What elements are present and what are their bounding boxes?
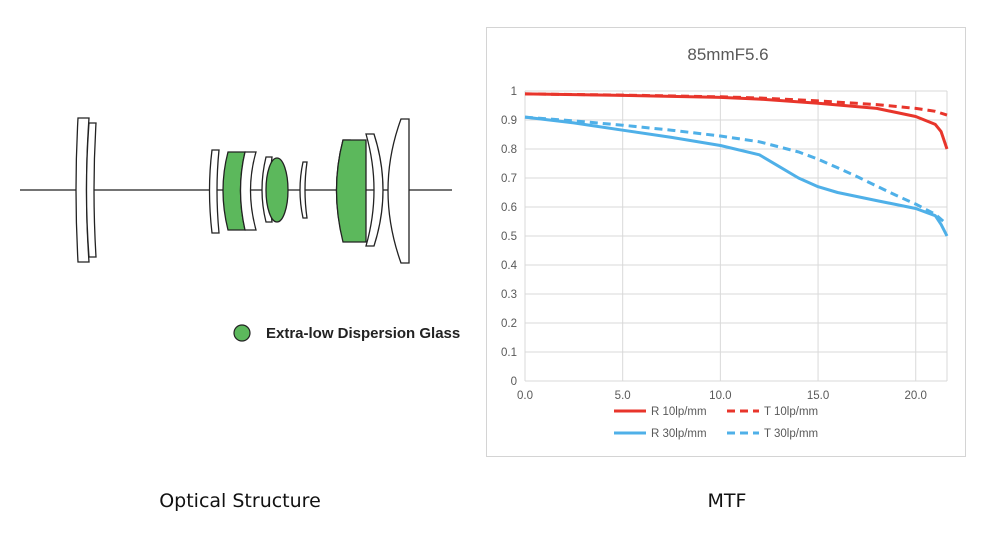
lens-element-2: [85, 122, 97, 258]
y-tick-label: 0.5: [501, 231, 517, 243]
y-tick-label: 0: [511, 376, 517, 388]
lens-element-7-ed: [265, 157, 289, 223]
lens-element-5: [239, 151, 257, 231]
legend-label: R 30lp/mm: [651, 428, 707, 440]
lens-element-8: [299, 161, 308, 219]
y-tick-label: 0.9: [501, 115, 517, 127]
series-line-t-10lp-mm: [524, 92, 948, 117]
series-line-r-10lp-mm: [524, 92, 949, 150]
series-line-r-30lp-mm: [524, 115, 949, 237]
optical-structure-diagram: Extra-low Dispersion Glass: [20, 117, 460, 342]
series-line-t-30lp-mm: [524, 115, 948, 226]
y-tick-label: 0.3: [501, 289, 517, 301]
lens-element-10-ed: [335, 139, 367, 243]
lens-element-3: [208, 149, 220, 234]
optical-structure-caption: Optical Structure: [159, 490, 321, 512]
y-tick-label: 0.6: [501, 202, 517, 214]
lens-element-12: [387, 118, 410, 264]
legend-label: R 10lp/mm: [651, 406, 707, 418]
legend-label: T 30lp/mm: [764, 428, 818, 440]
legend-label: T 10lp/mm: [764, 406, 818, 418]
y-tick-label: 1: [511, 86, 517, 98]
y-tick-label: 0.2: [501, 318, 517, 330]
y-tick-label: 0.7: [501, 173, 517, 185]
y-tick-label: 0.8: [501, 144, 517, 156]
mtf-caption: MTF: [707, 490, 747, 512]
mtf-chart-panel: 85mmF5.6 0 0.1 0.2 0.3 0.4 0.5 0.6 0.7 0.8 0.9 1 0.…: [486, 27, 966, 457]
x-tick-label: 15.0: [807, 390, 829, 402]
mtf-chart: 85mmF5.6 00.10.20.30.40.50.60.70.80.910.…: [501, 45, 949, 440]
x-tick-label: 0.0: [517, 390, 533, 402]
x-tick-label: 10.0: [709, 390, 731, 402]
y-tick-label: 0.1: [501, 347, 517, 359]
y-tick-label: 0.4: [501, 260, 518, 272]
ed-legend-marker: [233, 324, 251, 342]
ed-legend-label: Extra-low Dispersion Glass: [266, 325, 460, 342]
chart-title: 85mmF5.6: [687, 45, 768, 64]
x-tick-label: 20.0: [905, 390, 927, 402]
x-tick-label: 5.0: [615, 390, 631, 402]
lens-element-11: [365, 133, 384, 247]
